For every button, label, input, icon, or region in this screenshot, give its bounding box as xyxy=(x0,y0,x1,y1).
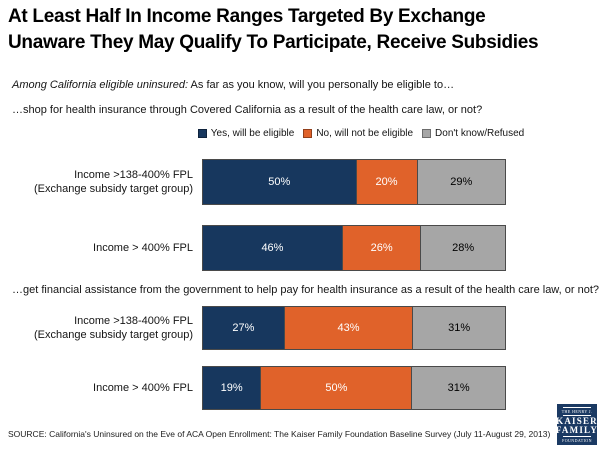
page-title-line2: Unaware They May Qualify To Participate,… xyxy=(8,32,539,53)
bar-segment: 43% xyxy=(283,307,413,349)
logo-rule xyxy=(563,415,591,416)
legend-label-yes: Yes, will be eligible xyxy=(210,128,295,139)
bar-segment: 27% xyxy=(203,307,284,349)
bar-segment: 31% xyxy=(412,307,505,349)
bar-value-label: 43% xyxy=(337,322,360,334)
bar-row-assist-subsidy-group: Income >138-400% FPL (Exchange subsidy t… xyxy=(0,306,512,350)
subtitle-question-stem: As far as you know, will you personally … xyxy=(188,79,455,91)
bar-segment: 19% xyxy=(203,367,261,409)
bar-segment: 50% xyxy=(203,160,356,204)
legend-item-yes: Yes, will be eligible xyxy=(197,128,295,139)
logo-rule xyxy=(563,407,591,408)
legend-swatch-yes-icon xyxy=(197,129,207,138)
legend: Yes, will be eligible No, will not be el… xyxy=(196,128,526,139)
bar-value-label: 31% xyxy=(447,382,470,394)
legend-swatch-dontknow-icon xyxy=(422,129,432,138)
source-note: SOURCE: California's Uninsured on the Ev… xyxy=(8,429,551,439)
bar-row-assist-over400: Income > 400% FPL 19% 50% 31% xyxy=(0,366,512,410)
row-label: Income >138-400% FPL (Exchange subsidy t… xyxy=(0,168,202,196)
bar-segment: 28% xyxy=(420,226,505,270)
page-title: At Least Half In Income Ranges Targeted … xyxy=(8,4,598,56)
logo-family-text: FAMILY xyxy=(555,425,599,435)
row-label-line1: Income >138-400% FPL xyxy=(74,169,193,181)
row-label-line2: (Exchange subsidy target group) xyxy=(34,329,193,341)
legend-label-dontknow: Don't know/Refused xyxy=(435,128,525,139)
stacked-bar: 19% 50% 31% xyxy=(202,366,506,410)
legend-label-no: No, will not be eligible xyxy=(316,128,414,139)
legend-swatch-no-icon xyxy=(303,129,313,138)
bar-value-label: 19% xyxy=(220,382,243,394)
bar-segment: 26% xyxy=(341,226,421,270)
bar-value-label: 28% xyxy=(452,242,475,254)
bar-segment: 20% xyxy=(355,160,417,204)
bar-value-label: 46% xyxy=(261,242,284,254)
logo-foundation-text: FOUNDATION xyxy=(562,438,592,443)
bar-value-label: 31% xyxy=(448,322,471,334)
chart-subtitle: Among California eligible uninsured: As … xyxy=(12,79,454,91)
stacked-bar: 46% 26% 28% xyxy=(202,225,506,271)
legend-item-no: No, will not be eligible xyxy=(303,128,413,139)
row-label: Income > 400% FPL xyxy=(0,241,202,255)
bar-segment: 46% xyxy=(203,226,342,270)
row-label-line1: Income > 400% FPL xyxy=(93,242,193,254)
logo-rule xyxy=(563,436,591,437)
bar-value-label: 50% xyxy=(268,176,291,188)
bar-row-shop-over400: Income > 400% FPL 46% 26% 28% xyxy=(0,225,512,271)
bar-value-label: 29% xyxy=(450,176,473,188)
question-financial-assistance: …get financial assistance from the gover… xyxy=(12,284,600,296)
legend-item-dontknow: Don't know/Refused xyxy=(422,128,524,139)
row-label-line2: (Exchange subsidy target group) xyxy=(34,183,193,195)
row-label: Income > 400% FPL xyxy=(0,381,202,395)
bar-segment: 29% xyxy=(416,160,505,204)
kaiser-family-foundation-logo: THE HENRY J. KAISER FAMILY FOUNDATION xyxy=(555,404,599,445)
stacked-bar: 50% 20% 29% xyxy=(202,159,506,205)
row-label-line1: Income >138-400% FPL xyxy=(74,315,193,327)
logo-kaiser-text: KAISER xyxy=(556,416,598,426)
question-shop: …shop for health insurance through Cover… xyxy=(12,104,483,116)
bar-segment: 31% xyxy=(411,367,505,409)
bar-row-shop-subsidy-group: Income >138-400% FPL (Exchange subsidy t… xyxy=(0,159,512,205)
bar-value-label: 50% xyxy=(325,382,348,394)
bar-value-label: 27% xyxy=(232,322,255,334)
row-label-line1: Income > 400% FPL xyxy=(93,382,193,394)
row-label: Income >138-400% FPL (Exchange subsidy t… xyxy=(0,314,202,342)
subtitle-population: Among California eligible uninsured: xyxy=(12,79,189,91)
stacked-bar: 27% 43% 31% xyxy=(202,306,506,350)
bar-value-label: 26% xyxy=(370,242,393,254)
bar-segment: 50% xyxy=(260,367,412,409)
logo-top-text: THE HENRY J. xyxy=(561,409,593,414)
page-title-line1: At Least Half In Income Ranges Targeted … xyxy=(8,6,486,27)
bar-value-label: 20% xyxy=(375,176,398,188)
